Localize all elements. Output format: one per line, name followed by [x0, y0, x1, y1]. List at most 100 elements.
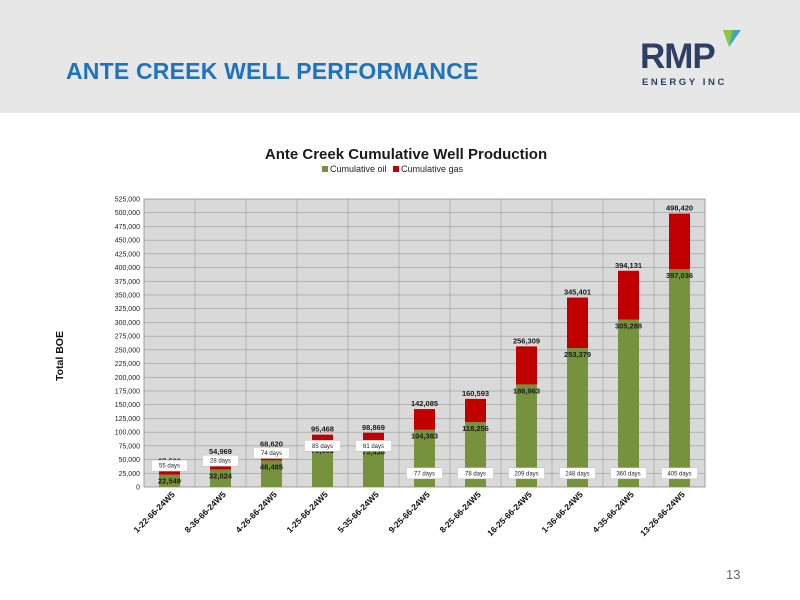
x-tick-label: 1-25-66-24W5	[284, 489, 330, 535]
rmp-check-icon	[723, 30, 741, 47]
y-tick-label: 50,000	[119, 457, 141, 464]
day-label: 405 days	[667, 471, 691, 477]
x-tick-label: 13-26-66-24W5	[638, 489, 687, 538]
day-label: 78 days	[465, 471, 486, 477]
day-label: 55 days	[159, 464, 180, 470]
y-tick-label: 325,000	[115, 306, 140, 313]
oil-label: 253,379	[564, 350, 591, 359]
y-tick-label: 0	[136, 485, 140, 492]
logo-wordmark: RMP	[640, 37, 716, 76]
bar-oil	[261, 460, 282, 487]
bar-oil	[516, 384, 537, 487]
page-number: 13	[726, 567, 741, 582]
header-band	[0, 0, 800, 113]
oil-label: 48,485	[260, 462, 283, 471]
day-label-box	[508, 467, 545, 480]
y-tick-label: 275,000	[115, 334, 140, 341]
oil-label: 104,383	[411, 432, 438, 441]
y-tick-label: 300,000	[115, 320, 140, 327]
y-tick-label: 125,000	[115, 416, 140, 423]
y-axis-label: Total BOE	[54, 331, 66, 381]
oil-label: 75,436	[362, 448, 385, 457]
total-label: 394,131	[615, 261, 642, 270]
y-tick-label: 425,000	[115, 251, 140, 258]
oil-label: 186,963	[513, 386, 540, 395]
bar-oil	[618, 319, 639, 487]
day-label: 85 days	[312, 444, 333, 450]
bar-oil	[567, 348, 588, 487]
day-label: 77 days	[414, 471, 435, 477]
day-label: 61 days	[363, 444, 384, 450]
legend-label-oil: Cumulative oil	[330, 164, 387, 174]
day-label-box	[253, 447, 290, 459]
day-label-box	[457, 467, 494, 480]
bar-oil	[312, 444, 333, 487]
total-label: 345,401	[564, 288, 591, 297]
day-label: 248 days	[565, 471, 589, 477]
x-tick-label: 8-36-66-24W5	[182, 489, 228, 535]
y-axis-ticks: 0 25,000 50,000 75,000 100,000 125,000 150,000…	[115, 197, 140, 492]
total-label: 142,085	[411, 399, 438, 408]
y-tick-label: 200,000	[115, 375, 140, 382]
oil-label: 397,036	[666, 271, 693, 280]
bar-gas	[567, 297, 588, 349]
day-label: 28 days	[210, 459, 231, 465]
bar-oil	[159, 474, 180, 487]
x-tick-label: 5-35-66-24W5	[335, 489, 381, 535]
bar-gas	[669, 213, 690, 270]
y-tick-label: 400,000	[115, 265, 140, 272]
y-tick-label: 225,000	[115, 361, 140, 368]
oil-label: 118,256	[462, 424, 489, 433]
x-tick-label: 1-22-66-24W5	[131, 489, 177, 535]
day-label-box	[661, 467, 698, 480]
bar-gas	[618, 270, 639, 320]
day-label: 74 days	[261, 451, 282, 457]
x-tick-label: 16-25-66-24W5	[485, 489, 534, 538]
y-tick-label: 150,000	[115, 402, 140, 409]
oil-label: 305,288	[615, 322, 642, 331]
chart-title: Ante Creek Cumulative Well Production	[265, 146, 547, 163]
day-label-box	[202, 454, 239, 467]
total-label: 68,620	[260, 439, 283, 448]
bar-oil	[210, 469, 231, 487]
bar-gas	[414, 409, 435, 430]
day-label-box	[406, 467, 443, 480]
bar-gas	[312, 434, 333, 445]
day-label-box	[610, 467, 647, 480]
legend: Cumulative oil Cumulative gas	[322, 164, 464, 174]
data-labels: 37,50622,54954,96932,02468,62048,48595,4…	[158, 204, 693, 486]
y-tick-label: 450,000	[115, 238, 140, 245]
y-tick-label: 525,000	[115, 197, 140, 204]
total-label: 54,969	[209, 447, 232, 456]
y-tick-label: 500,000	[115, 210, 140, 217]
y-tick-label: 475,000	[115, 224, 140, 231]
legend-swatch-gas	[393, 166, 399, 172]
total-label: 160,593	[462, 389, 489, 398]
total-label: 95,468	[311, 425, 334, 434]
legend-swatch-oil	[322, 166, 328, 172]
day-label-box	[151, 459, 188, 472]
x-tick-label: 9-25-66-24W5	[386, 489, 432, 535]
bars	[159, 213, 690, 487]
bar-oil	[669, 269, 690, 487]
oil-label: 32,024	[209, 471, 233, 480]
bar-oil	[363, 445, 384, 487]
company-logo: RMP ENERGY INC	[635, 27, 745, 93]
y-tick-label: 175,000	[115, 389, 140, 396]
x-tick-label: 4-26-66-24W5	[233, 489, 279, 535]
bar-gas	[465, 398, 486, 423]
y-tick-label: 350,000	[115, 293, 140, 300]
total-label: 498,420	[666, 204, 693, 213]
oil-label: 22,549	[158, 477, 181, 486]
x-tick-label: 1-36-66-24W5	[539, 489, 585, 535]
logo-subtitle: ENERGY INC	[642, 77, 727, 88]
day-label-box	[355, 440, 392, 452]
x-tick-label: 4-35-66-24W5	[590, 489, 636, 535]
y-tick-label: 75,000	[119, 443, 141, 450]
day-label: 209 days	[514, 471, 538, 477]
y-tick-label: 25,000	[119, 471, 141, 478]
total-label: 256,309	[513, 336, 540, 345]
day-label: 360 days	[616, 471, 640, 477]
day-labels: 55 days 28 days 74 days 85 days 61 days 77 da…	[151, 440, 698, 480]
x-tick-label: 8-25-66-24W5	[437, 489, 483, 535]
